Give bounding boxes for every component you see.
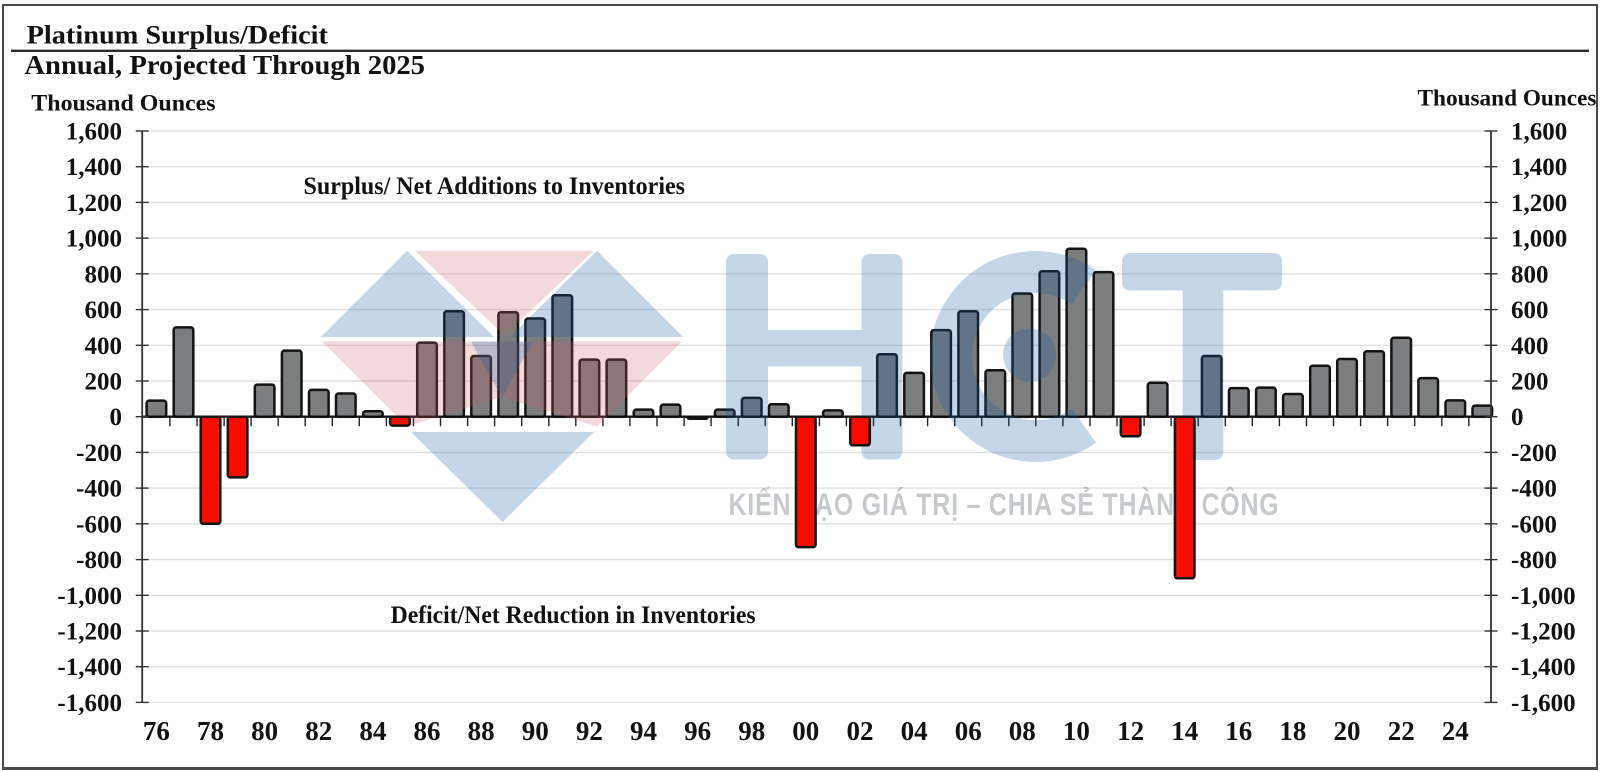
svg-text:-1,400: -1,400 bbox=[57, 654, 122, 681]
svg-text:18: 18 bbox=[1279, 716, 1306, 746]
svg-text:1,000: 1,000 bbox=[66, 226, 122, 253]
svg-text:1,600: 1,600 bbox=[1511, 119, 1567, 146]
svg-text:Annual, Projected Through 2025: Annual, Projected Through 2025 bbox=[24, 50, 425, 80]
svg-text:800: 800 bbox=[1511, 261, 1549, 288]
svg-text:82: 82 bbox=[305, 716, 332, 746]
svg-text:84: 84 bbox=[359, 716, 386, 746]
svg-text:-800: -800 bbox=[1511, 547, 1557, 574]
svg-text:Thousand Ounces: Thousand Ounces bbox=[31, 91, 215, 116]
svg-text:04: 04 bbox=[901, 716, 928, 746]
svg-text:-200: -200 bbox=[76, 440, 122, 467]
svg-text:06: 06 bbox=[955, 716, 982, 746]
svg-text:22: 22 bbox=[1388, 716, 1415, 746]
svg-text:400: 400 bbox=[85, 333, 123, 360]
svg-text:-600: -600 bbox=[1511, 511, 1557, 538]
svg-text:0: 0 bbox=[110, 404, 123, 431]
svg-text:Thousand Ounces: Thousand Ounces bbox=[1418, 86, 1597, 111]
svg-text:96: 96 bbox=[684, 716, 711, 746]
svg-text:-1,200: -1,200 bbox=[57, 619, 122, 646]
svg-text:-400: -400 bbox=[1511, 476, 1557, 503]
svg-text:-1,600: -1,600 bbox=[57, 690, 122, 717]
svg-text:94: 94 bbox=[630, 716, 657, 746]
svg-text:-400: -400 bbox=[76, 476, 122, 503]
svg-text:86: 86 bbox=[414, 716, 441, 746]
svg-text:-1,600: -1,600 bbox=[1511, 690, 1576, 717]
svg-text:88: 88 bbox=[468, 716, 495, 746]
svg-text:200: 200 bbox=[1511, 369, 1549, 396]
svg-text:Platinum Surplus/Deficit: Platinum Surplus/Deficit bbox=[27, 19, 329, 49]
svg-text:-1,200: -1,200 bbox=[1511, 619, 1576, 646]
svg-text:-1,000: -1,000 bbox=[57, 583, 122, 610]
svg-text:90: 90 bbox=[522, 716, 549, 746]
svg-text:-1,000: -1,000 bbox=[1511, 583, 1576, 610]
svg-text:800: 800 bbox=[85, 261, 123, 288]
svg-text:1,000: 1,000 bbox=[1511, 226, 1567, 253]
svg-text:08: 08 bbox=[1009, 716, 1036, 746]
svg-text:76: 76 bbox=[143, 716, 170, 746]
svg-text:1,400: 1,400 bbox=[1511, 154, 1567, 181]
svg-text:24: 24 bbox=[1442, 716, 1469, 746]
svg-text:200: 200 bbox=[85, 369, 123, 396]
svg-text:80: 80 bbox=[251, 716, 278, 746]
svg-text:02: 02 bbox=[847, 716, 874, 746]
svg-text:1,400: 1,400 bbox=[66, 154, 122, 181]
svg-text:0: 0 bbox=[1511, 404, 1524, 431]
svg-text:10: 10 bbox=[1063, 716, 1090, 746]
svg-text:1,200: 1,200 bbox=[66, 190, 122, 217]
svg-text:98: 98 bbox=[738, 716, 765, 746]
svg-text:20: 20 bbox=[1334, 716, 1361, 746]
svg-text:00: 00 bbox=[792, 716, 819, 746]
svg-text:78: 78 bbox=[197, 716, 224, 746]
svg-text:-1,400: -1,400 bbox=[1511, 654, 1576, 681]
svg-text:14: 14 bbox=[1171, 716, 1198, 746]
svg-text:12: 12 bbox=[1117, 716, 1144, 746]
svg-text:16: 16 bbox=[1225, 716, 1252, 746]
svg-text:1,600: 1,600 bbox=[66, 119, 122, 146]
svg-text:600: 600 bbox=[85, 297, 123, 324]
svg-text:1,200: 1,200 bbox=[1511, 190, 1567, 217]
svg-text:600: 600 bbox=[1511, 297, 1549, 324]
svg-text:-200: -200 bbox=[1511, 440, 1557, 467]
svg-text:92: 92 bbox=[576, 716, 603, 746]
svg-text:-800: -800 bbox=[76, 547, 122, 574]
svg-text:Deficit/Net Reduction in Inven: Deficit/Net Reduction in Inventories bbox=[391, 602, 756, 629]
svg-text:Surplus/ Net Additions to Inve: Surplus/ Net Additions to Inventories bbox=[304, 173, 686, 200]
svg-text:-600: -600 bbox=[76, 511, 122, 538]
svg-text:400: 400 bbox=[1511, 333, 1549, 360]
